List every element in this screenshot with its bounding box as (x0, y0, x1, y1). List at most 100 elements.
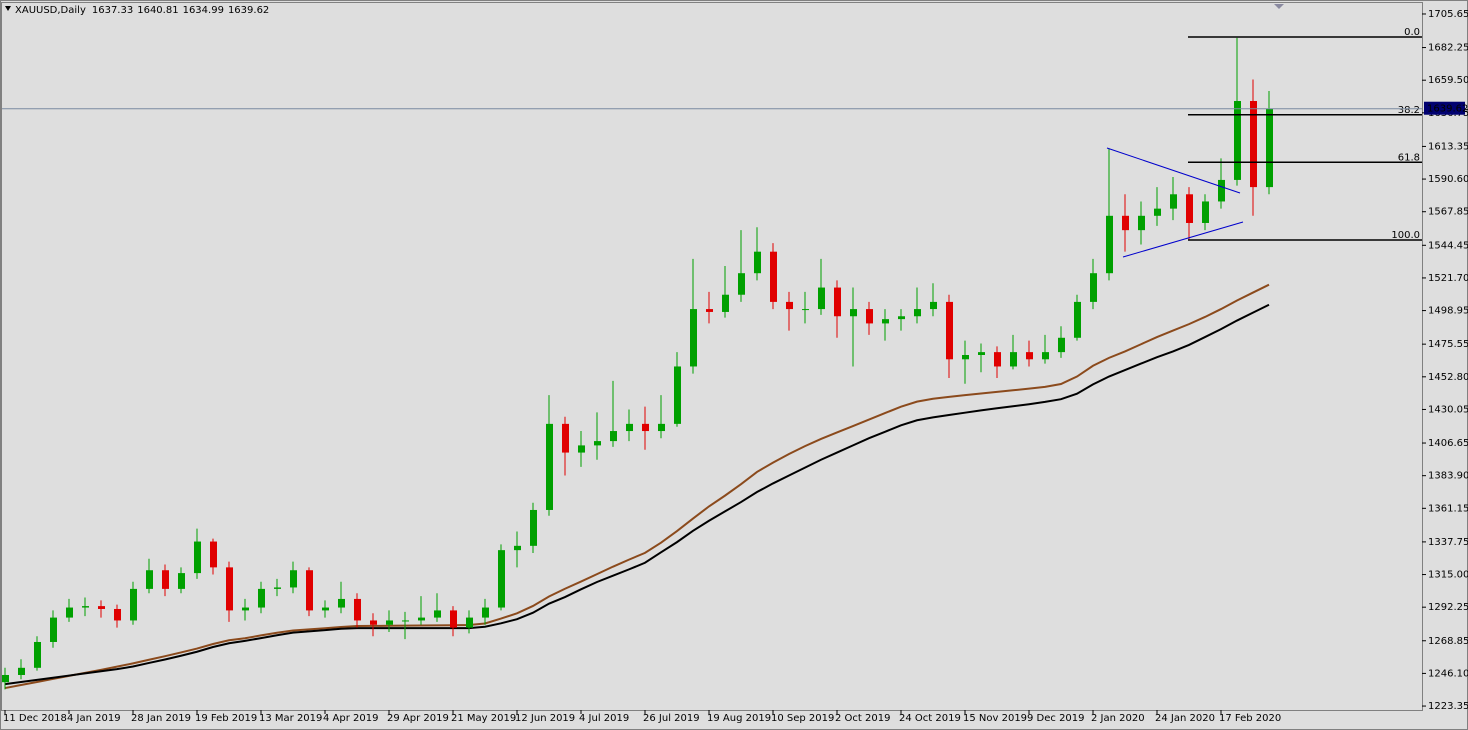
candle-body (1010, 352, 1017, 367)
candle-body (674, 366, 681, 424)
candle-body (738, 273, 745, 295)
y-tick-label: 1315.00 (1428, 570, 1468, 581)
candle-body (82, 606, 89, 608)
candle-body (834, 287, 841, 317)
candle-body (722, 294, 729, 312)
x-tick-label: 10 Sep 2019 (771, 713, 834, 724)
x-tick-label: 2 Jan 2020 (1091, 713, 1145, 724)
y-tick-label: 1361.15 (1428, 503, 1468, 514)
candle-body (1154, 208, 1161, 216)
y-tick-label: 1383.90 (1428, 471, 1468, 482)
x-tick-label: 11 Dec 2018 (3, 713, 67, 724)
candle-body (578, 445, 585, 453)
x-tick-label: 15 Nov 2019 (963, 713, 1027, 724)
low: 1634.99 (183, 5, 224, 16)
candle-body (514, 545, 521, 551)
candle-body (50, 617, 57, 642)
candle-body (530, 509, 537, 546)
x-tick-label: 24 Jan 2020 (1155, 713, 1215, 724)
candle-body (546, 423, 553, 510)
x-tick-label: 24 Oct 2019 (899, 713, 961, 724)
y-tick-label: 1292.25 (1428, 602, 1468, 613)
candle-body (98, 606, 105, 609)
y-tick-label: 1498.95 (1428, 306, 1468, 317)
candle-body (690, 309, 697, 367)
candle-body (242, 607, 249, 611)
candle-body (210, 541, 217, 568)
candle-body (1202, 201, 1209, 223)
y-tick-label: 1705.65 (1428, 9, 1468, 20)
close: 1639.62 (228, 5, 269, 16)
candle-layer (2, 37, 1273, 690)
header-arrow (5, 6, 11, 11)
candle-body (946, 301, 953, 360)
x-tick-label: 21 May 2019 (451, 713, 516, 724)
x-tick-label: 4 Apr 2019 (323, 713, 378, 724)
candle-body (962, 354, 969, 360)
candle-body (66, 607, 73, 618)
candle-body (754, 251, 761, 274)
moving-average (4, 283, 1270, 690)
trendline (1106, 147, 1241, 194)
candle-body (594, 441, 601, 446)
x-tick-label: 29 Apr 2019 (387, 713, 449, 724)
axis-layer: 1705.651682.251659.501636.751613.351590.… (3, 9, 1468, 724)
candle-body (1026, 352, 1033, 360)
candle-body (354, 598, 361, 621)
candle-body (482, 607, 489, 618)
symbol: XAUUSD,Daily (15, 5, 86, 16)
candle-body (1138, 215, 1145, 231)
y-tick-label: 1544.45 (1428, 240, 1468, 251)
candle-body (386, 620, 393, 625)
candle-body (866, 309, 873, 324)
candle-body (34, 641, 41, 668)
y-tick-label: 1659.50 (1428, 75, 1468, 86)
candle-body (274, 587, 281, 589)
candle-body (978, 352, 985, 355)
candle-body (114, 608, 121, 621)
trendline (1122, 221, 1244, 258)
candle-body (898, 316, 905, 320)
candle-body (418, 617, 425, 621)
x-tick-label: 4 Jan 2019 (67, 713, 121, 724)
open: 1637.33 (92, 5, 133, 16)
candle-body (850, 309, 857, 317)
candle-body (290, 570, 297, 588)
candle-body (402, 620, 409, 622)
candle-body (1218, 179, 1225, 202)
fib-label: 61.8 (1398, 152, 1420, 163)
y-tick-label: 1337.75 (1428, 537, 1468, 548)
candle-body (610, 431, 617, 442)
candle-body (802, 309, 809, 311)
candle-body (18, 667, 25, 675)
high: 1640.81 (137, 5, 178, 16)
fib-label: 100.0 (1391, 230, 1420, 241)
y-tick-label: 1223.35 (1428, 701, 1468, 712)
candle-body (882, 319, 889, 324)
candle-body (1266, 108, 1273, 188)
candle-body (178, 573, 185, 589)
y-tick-label: 1475.55 (1428, 339, 1468, 350)
y-tick-label: 1567.85 (1428, 207, 1468, 218)
x-tick-label: 2 Oct 2019 (835, 713, 890, 724)
candle-body (466, 617, 473, 628)
candle-body (306, 570, 313, 611)
candle-body (1042, 352, 1049, 360)
candle-body (626, 423, 633, 432)
y-tick-label: 1430.05 (1428, 404, 1468, 415)
candle-body (1090, 273, 1097, 302)
fib-label: 38.2 (1398, 105, 1420, 116)
candle-body (370, 620, 377, 625)
candle-body (1234, 101, 1241, 180)
shift-marker (1274, 4, 1284, 9)
candle-body (146, 570, 153, 589)
candle-body (498, 550, 505, 608)
plot-border (1, 2, 1423, 711)
candle-body (338, 598, 345, 608)
x-tick-label: 19 Aug 2019 (707, 713, 771, 724)
candle-body (226, 567, 233, 611)
y-tick-label: 1613.35 (1428, 141, 1468, 152)
x-tick-label: 28 Jan 2019 (131, 713, 191, 724)
